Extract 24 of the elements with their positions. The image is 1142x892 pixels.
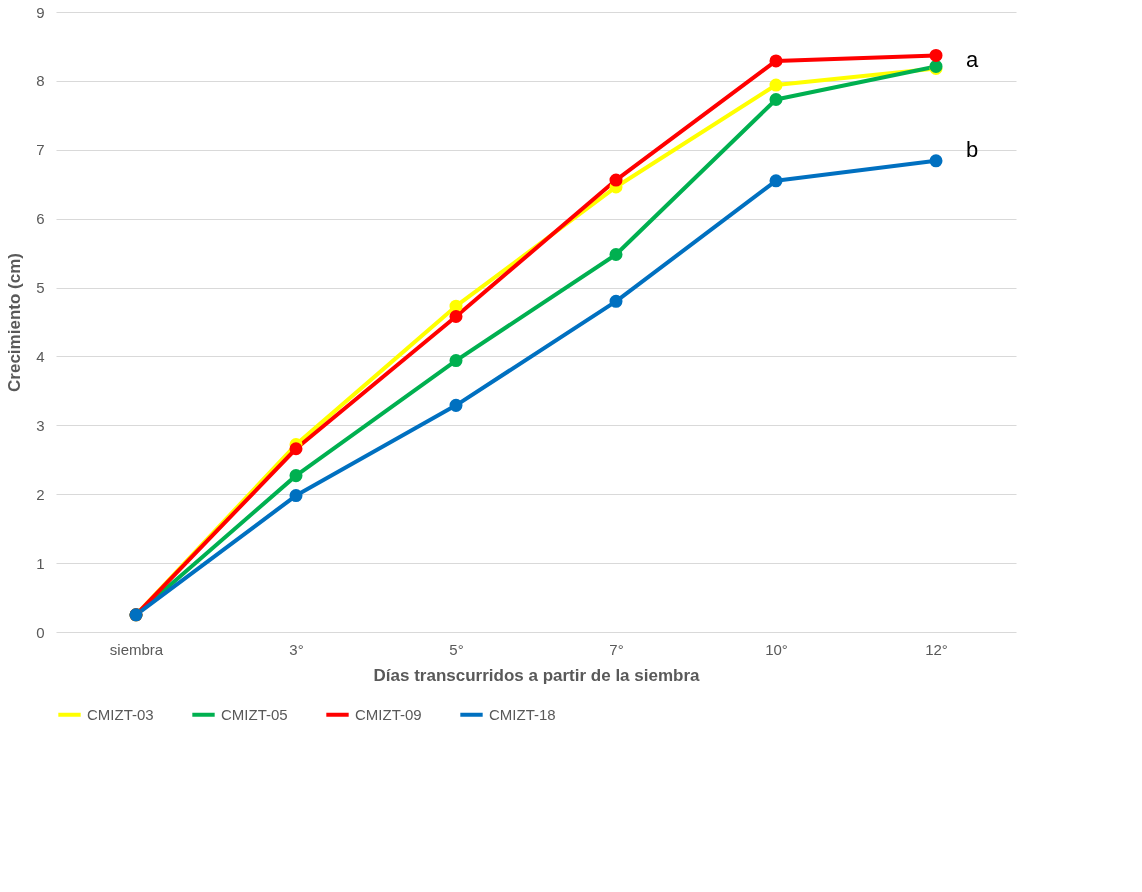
y-tick-label: 6 <box>36 210 45 228</box>
y-tick-label: 3 <box>36 416 45 434</box>
y-tick-label: 8 <box>36 72 45 90</box>
x-tick-label: siembra <box>109 640 164 658</box>
x-tick-label: 5° <box>449 640 464 658</box>
x-axis-title: Días transcurridos a partir de la siembra <box>373 665 701 685</box>
legend-label: CMIZT-18 <box>489 705 556 723</box>
legend-label: CMIZT-05 <box>221 705 288 723</box>
y-tick-label: 9 <box>36 3 45 21</box>
y-tick-label: 0 <box>36 623 45 641</box>
x-tick-label: 3° <box>289 640 304 658</box>
annotation: a <box>965 47 979 73</box>
x-tick-label: 12° <box>925 640 948 658</box>
y-tick-label: 4 <box>36 347 45 365</box>
x-tick-label: 10° <box>765 640 788 658</box>
y-tick-label: 7 <box>36 141 45 159</box>
y-tick-label: 1 <box>36 554 45 572</box>
y-axis-title: Crecimiento (cm) <box>5 253 25 392</box>
y-tick-label: 2 <box>36 485 45 503</box>
y-tick-label: 5 <box>36 279 45 297</box>
x-tick-label: 7° <box>609 640 624 658</box>
legend-label: CMIZT-03 <box>87 705 154 723</box>
annotation: b <box>965 136 979 162</box>
legend-label: CMIZT-09 <box>355 705 422 723</box>
